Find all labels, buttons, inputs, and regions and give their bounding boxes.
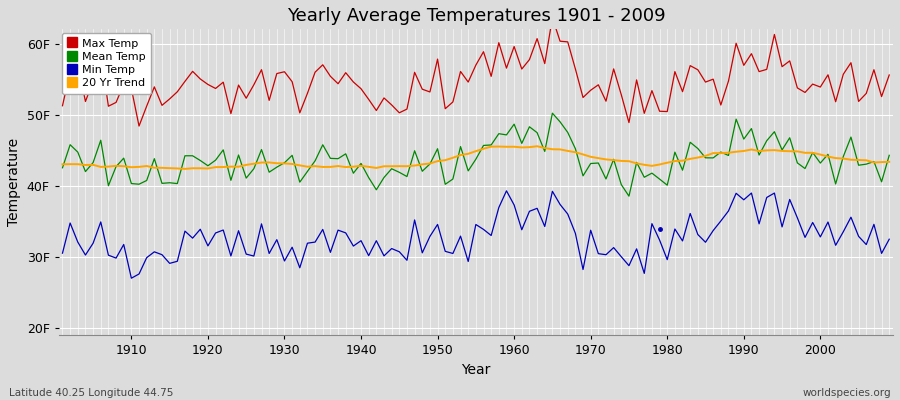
Title: Yearly Average Temperatures 1901 - 2009: Yearly Average Temperatures 1901 - 2009: [286, 7, 665, 25]
Text: worldspecies.org: worldspecies.org: [803, 388, 891, 398]
X-axis label: Year: Year: [461, 363, 491, 377]
Y-axis label: Temperature: Temperature: [7, 138, 21, 226]
Text: Latitude 40.25 Longitude 44.75: Latitude 40.25 Longitude 44.75: [9, 388, 174, 398]
Legend: Max Temp, Mean Temp, Min Temp, 20 Yr Trend: Max Temp, Mean Temp, Min Temp, 20 Yr Tre…: [62, 33, 151, 94]
